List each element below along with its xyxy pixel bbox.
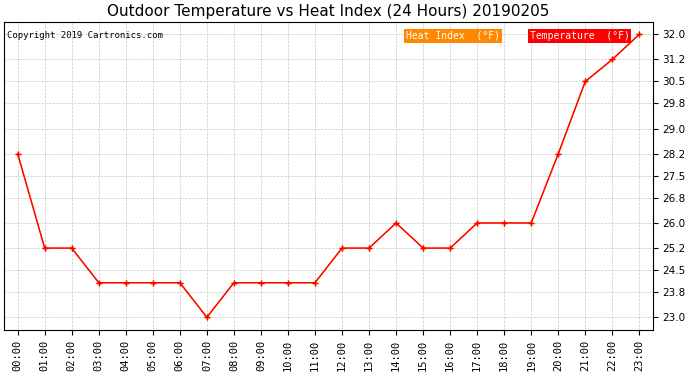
Title: Outdoor Temperature vs Heat Index (24 Hours) 20190205: Outdoor Temperature vs Heat Index (24 Ho… (108, 4, 550, 19)
Text: Temperature  (°F): Temperature (°F) (530, 31, 629, 41)
Text: Copyright 2019 Cartronics.com: Copyright 2019 Cartronics.com (8, 31, 164, 40)
Text: Heat Index  (°F): Heat Index (°F) (406, 31, 500, 41)
